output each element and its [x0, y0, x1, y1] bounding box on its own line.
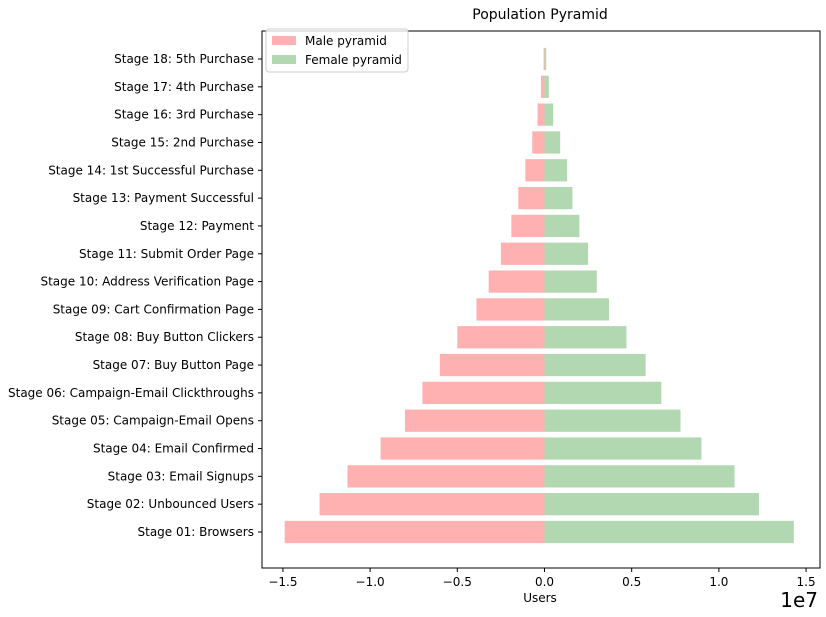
x-tick-label: 0.5: [622, 575, 641, 589]
y-tick-label: Stage 13: Payment Successful: [73, 191, 254, 205]
y-tick-label: Stage 18: 5th Purchase: [114, 52, 254, 66]
bar-female: [544, 47, 547, 71]
bar-female: [544, 242, 589, 265]
y-tick-label: Stage 04: Email Confirmed: [93, 442, 254, 456]
bar-male: [500, 242, 545, 265]
bar-male: [543, 47, 545, 71]
bar-male: [537, 103, 545, 126]
bar-female: [544, 270, 597, 293]
bar-female: [544, 103, 554, 126]
bar-female: [544, 520, 794, 544]
bar-female: [544, 493, 759, 516]
bar-female: [544, 437, 702, 460]
bars-group: [284, 47, 794, 544]
legend-label-male: Male pyramid: [305, 34, 387, 48]
legend-swatch-female: [272, 55, 296, 64]
y-tick-label: Stage 17: 4th Purchase: [114, 80, 254, 94]
y-tick-label: Stage 09: Cart Confirmation Page: [53, 302, 254, 316]
legend-swatch-male: [272, 36, 296, 45]
bar-female: [544, 353, 646, 377]
y-tick-label: Stage 02: Unbounced Users: [87, 497, 254, 511]
bar-male: [439, 353, 545, 377]
bar-male: [518, 186, 545, 210]
bar-female: [544, 131, 561, 154]
bar-male: [511, 214, 545, 238]
x-tick-label: −1.5: [268, 575, 297, 589]
x-axis: −1.5 −1.0 −0.5 0.0 0.5 1.0 1.5: [268, 568, 816, 589]
y-tick-label: Stage 03: Email Signups: [108, 469, 254, 483]
bar-female: [544, 159, 568, 182]
bar-female: [544, 326, 627, 349]
y-tick-label: Stage 11: Submit Order Page: [79, 247, 254, 261]
y-tick-label: Stage 16: 3rd Purchase: [114, 108, 254, 122]
bar-male: [404, 409, 545, 432]
bar-male: [284, 520, 545, 544]
x-offset-label: 1e7: [780, 588, 818, 612]
bar-female: [544, 465, 735, 488]
bar-female: [544, 409, 681, 432]
legend-box: [265, 28, 409, 73]
bar-male: [380, 437, 545, 460]
x-tick-label: 1.0: [709, 575, 728, 589]
y-tick-label: Stage 15: 2nd Purchase: [111, 135, 254, 149]
y-tick-label: Stage 05: Campaign-Email Opens: [52, 414, 254, 428]
bar-male: [347, 465, 545, 488]
y-tick-label: Stage 06: Campaign-Email Clickthroughs: [8, 386, 254, 400]
bar-male: [541, 75, 545, 98]
bar-female: [544, 381, 662, 405]
bar-female: [544, 298, 610, 321]
y-axis: Stage 01: Browsers Stage 02: Unbounced Us…: [8, 52, 262, 539]
bar-male: [532, 131, 545, 154]
y-tick-label: Stage 07: Buy Button Page: [93, 358, 254, 372]
x-tick-label: 1.5: [797, 575, 816, 589]
y-tick-label: Stage 08: Buy Button Clickers: [75, 330, 254, 344]
legend-label-female: Female pyramid: [305, 53, 402, 67]
y-tick-label: Stage 10: Address Verification Page: [40, 275, 254, 289]
bar-female: [544, 186, 573, 210]
plot-frame: [261, 30, 821, 569]
chart-title: Population Pyramid: [472, 7, 607, 23]
bar-female: [544, 75, 549, 98]
x-tick-label: −0.5: [443, 575, 472, 589]
bar-female: [544, 214, 580, 238]
bar-male: [319, 493, 545, 516]
bar-male: [525, 159, 545, 182]
x-tick-label: 0.0: [535, 575, 554, 589]
bar-male: [457, 326, 545, 349]
y-tick-label: Stage 14: 1st Successful Purchase: [48, 163, 254, 177]
x-axis-label: Users: [523, 591, 557, 605]
bar-male: [476, 298, 545, 321]
x-tick-label: −1.0: [356, 575, 385, 589]
legend: Male pyramid Female pyramid: [265, 28, 409, 73]
bar-male: [422, 381, 545, 405]
bar-male: [488, 270, 545, 293]
y-tick-label: Stage 01: Browsers: [138, 525, 255, 539]
y-tick-label: Stage 12: Payment: [140, 219, 254, 233]
